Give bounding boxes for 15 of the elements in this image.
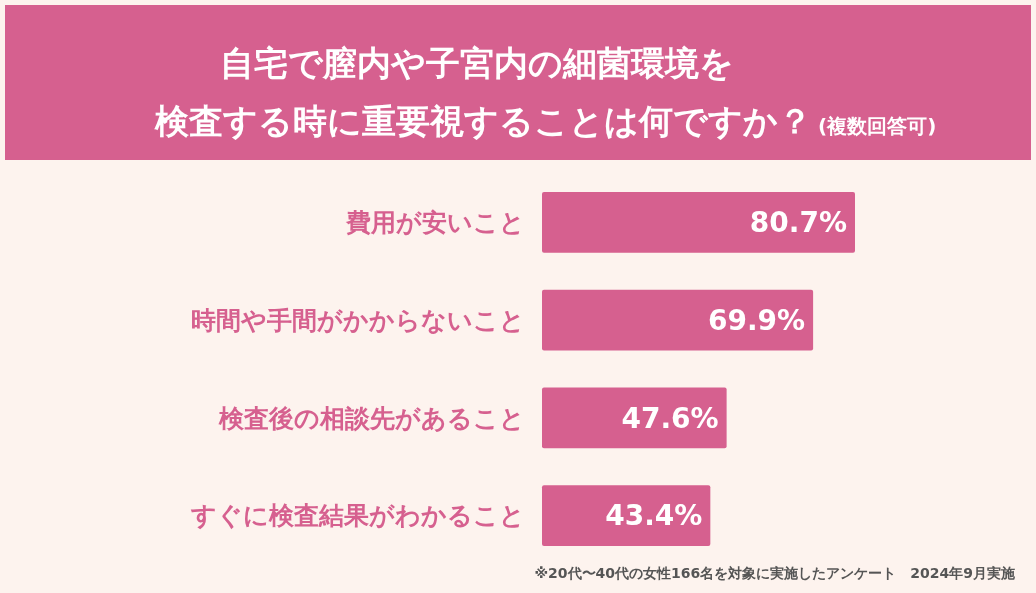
chart-subtitle: (複数回答可) (818, 114, 937, 138)
y-tick-label: すぐに検査結果がわかること (190, 501, 525, 531)
bar (542, 387, 727, 449)
data-label: 80.7% (749, 206, 847, 240)
bar (542, 485, 711, 546)
y-tick-label: 時間や手間がかからないこと (191, 305, 525, 335)
chart-title: 自宅で膣内や子宮内の細菌環境を検査する時に重要視することは何ですか？ (155, 43, 812, 141)
text: ※20代〜40代の女性166名を対象に実施したアンケート 2024年9月実施 (534, 565, 1016, 581)
y-tick-label: 検査後の相談先があること (218, 403, 525, 433)
data-label: 43.4% (605, 499, 703, 533)
bar (542, 289, 814, 351)
data-label: 47.6% (621, 401, 719, 435)
data-label: 69.9% (707, 303, 806, 337)
y-tick-label: 費用が安いこと (345, 208, 525, 238)
bar (542, 192, 855, 253)
